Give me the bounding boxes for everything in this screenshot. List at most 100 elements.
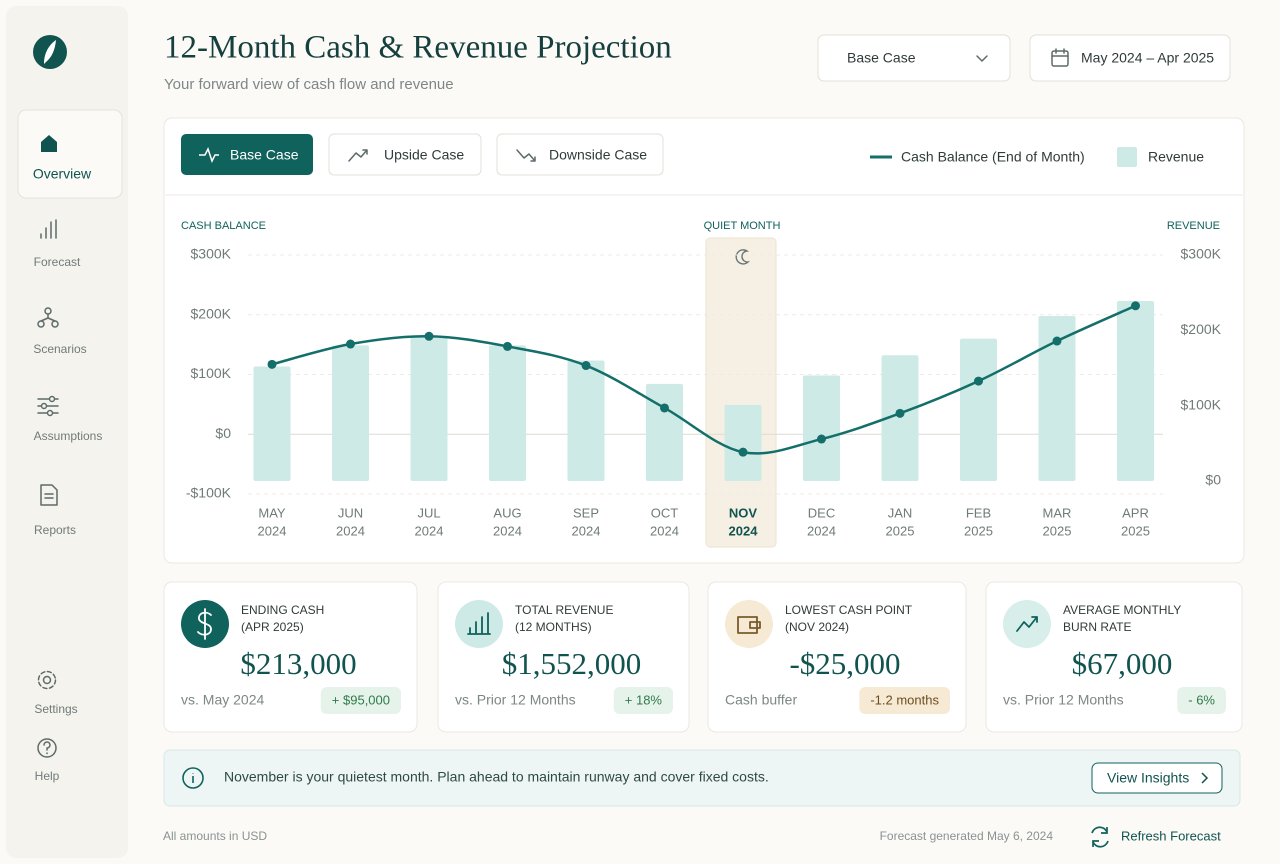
date-range[interactable]	[1029, 34, 1231, 82]
nav-item[interactable]: Overview	[33, 166, 92, 182]
banner-text: November is your quietest month. Plan ah…	[224, 769, 769, 785]
y2-axis-title: REVENUE	[1167, 220, 1220, 232]
x-tick-label: 2024	[807, 523, 836, 538]
kpi-icon	[737, 616, 761, 634]
footer-note: All amounts in USD	[163, 829, 267, 843]
revenue-bar	[410, 337, 448, 481]
tab-label: Upside Case	[384, 147, 464, 163]
kpi-cards: ENDING CASH (APR 2025) $213,000 vs. May 202…	[163, 581, 1243, 733]
kpi-value: $213,000	[240, 646, 356, 681]
reports-icon	[40, 484, 58, 506]
kpi-label: (APR 2025)	[241, 620, 304, 634]
tab-icon	[199, 147, 219, 163]
cash-point	[895, 408, 905, 418]
legend-label: Revenue	[1148, 149, 1204, 165]
cash-point	[503, 341, 512, 351]
nav-item[interactable]: Help	[35, 769, 60, 783]
legend-swatch	[1117, 147, 1137, 167]
help-icon	[37, 738, 57, 758]
cash-point	[1052, 336, 1062, 346]
sidebar	[6, 6, 128, 858]
nav-item[interactable]: Assumptions	[34, 429, 103, 443]
cash-point	[1131, 301, 1140, 311]
kpi-badge-bg	[859, 687, 950, 714]
scenarios-icon	[37, 307, 59, 328]
settings-icon	[37, 670, 57, 690]
forecast-icon	[40, 219, 57, 239]
date-range-label: May 2024 – Apr 2025	[1081, 50, 1214, 66]
kpi-icon	[467, 612, 491, 635]
tab-active[interactable]	[181, 134, 313, 175]
view-insights-button[interactable]	[1091, 762, 1223, 794]
y2-tick-label: $300K	[1181, 246, 1222, 262]
kpi-note: vs. Prior 12 Months	[1003, 692, 1124, 708]
y-axis-title: CASH BALANCE	[181, 220, 266, 232]
insight-banner	[163, 749, 1241, 807]
kpi-label: BURN RATE	[1063, 620, 1131, 634]
revenue-bar	[803, 375, 840, 481]
cash-point	[581, 361, 591, 371]
y2-tick-label: $200K	[1181, 321, 1222, 337]
nav-item[interactable]: Settings	[34, 702, 77, 716]
tab[interactable]	[328, 133, 482, 176]
highlight-band	[705, 237, 777, 548]
y-tick-label: $300K	[191, 246, 232, 262]
cash-point	[738, 447, 748, 457]
kpi-icon-bg	[455, 600, 503, 648]
nav-item[interactable]: Forecast	[34, 255, 81, 269]
cash-point	[267, 359, 277, 369]
cash-point	[660, 403, 669, 413]
cash-point	[424, 331, 434, 341]
info-icon	[182, 767, 204, 789]
tab[interactable]	[496, 133, 664, 176]
x-tick-label: APR	[1122, 505, 1149, 520]
chart-card	[163, 117, 1245, 564]
kpi-note: vs. May 2024	[181, 692, 264, 708]
tab-label: Base Case	[230, 147, 299, 163]
x-tick-label: 2025	[964, 523, 993, 538]
generated-note: Forecast generated May 6, 2024	[880, 829, 1054, 843]
kpi-badge-bg	[1177, 687, 1226, 714]
chart: QUIET MONTH CASH BALANCE REVENUE -$100K $0 $1…	[181, 147, 1222, 548]
scenario-select[interactable]	[817, 34, 1011, 82]
x-tick-label: MAY	[258, 505, 286, 520]
x-tick-label: 2024	[258, 523, 287, 538]
nav-active-bg[interactable]	[17, 109, 123, 199]
x-tick-label: 2024	[650, 523, 679, 538]
cash-point	[817, 434, 826, 444]
kpi-badge: + 18%	[625, 692, 663, 707]
page-title: 12-Month Cash & Revenue Projection	[164, 30, 672, 66]
kpi-label: LOWEST CASH POINT	[785, 603, 913, 617]
revenue-bar	[567, 360, 605, 481]
nav-item[interactable]: Scenarios	[33, 342, 86, 356]
kpi-label: TOTAL REVENUE	[515, 603, 613, 617]
refresh-icon[interactable]	[1091, 826, 1109, 848]
kpi-note: vs. Prior 12 Months	[455, 692, 576, 708]
kpi-value: $1,552,000	[502, 646, 642, 681]
refresh-link[interactable]: Refresh Forecast	[1121, 828, 1221, 843]
revenue-bar	[253, 366, 291, 481]
x-tick-label: 2024	[572, 523, 601, 538]
x-tick-label: 2024	[415, 523, 444, 538]
kpi-value: $67,000	[1072, 646, 1173, 681]
kpi-label: (NOV 2024)	[785, 620, 849, 634]
tab-label: Downside Case	[549, 147, 647, 163]
kpi-label: (12 MONTHS)	[515, 620, 592, 634]
assumptions-icon	[37, 395, 59, 417]
x-tick-label: FEB	[966, 505, 991, 520]
kpi-badge-bg	[320, 687, 401, 714]
nav-item[interactable]: Reports	[34, 523, 76, 537]
home-icon	[41, 135, 57, 152]
x-tick-label: 2024	[493, 523, 522, 538]
kpi-badge: + $95,000	[332, 692, 390, 707]
scenario-select-label: Base Case	[847, 50, 916, 66]
revenue-bar	[646, 383, 683, 481]
x-tick-label: JUL	[417, 505, 440, 520]
legend-label: Cash Balance (End of Month)	[901, 149, 1085, 165]
x-tick-label: NOV	[729, 505, 758, 520]
button-label: View Insights	[1107, 770, 1189, 786]
revenue-bar	[489, 345, 526, 481]
y2-tick-label: $0	[1205, 472, 1221, 488]
cash-point	[346, 339, 355, 349]
revenue-bar	[881, 355, 919, 481]
